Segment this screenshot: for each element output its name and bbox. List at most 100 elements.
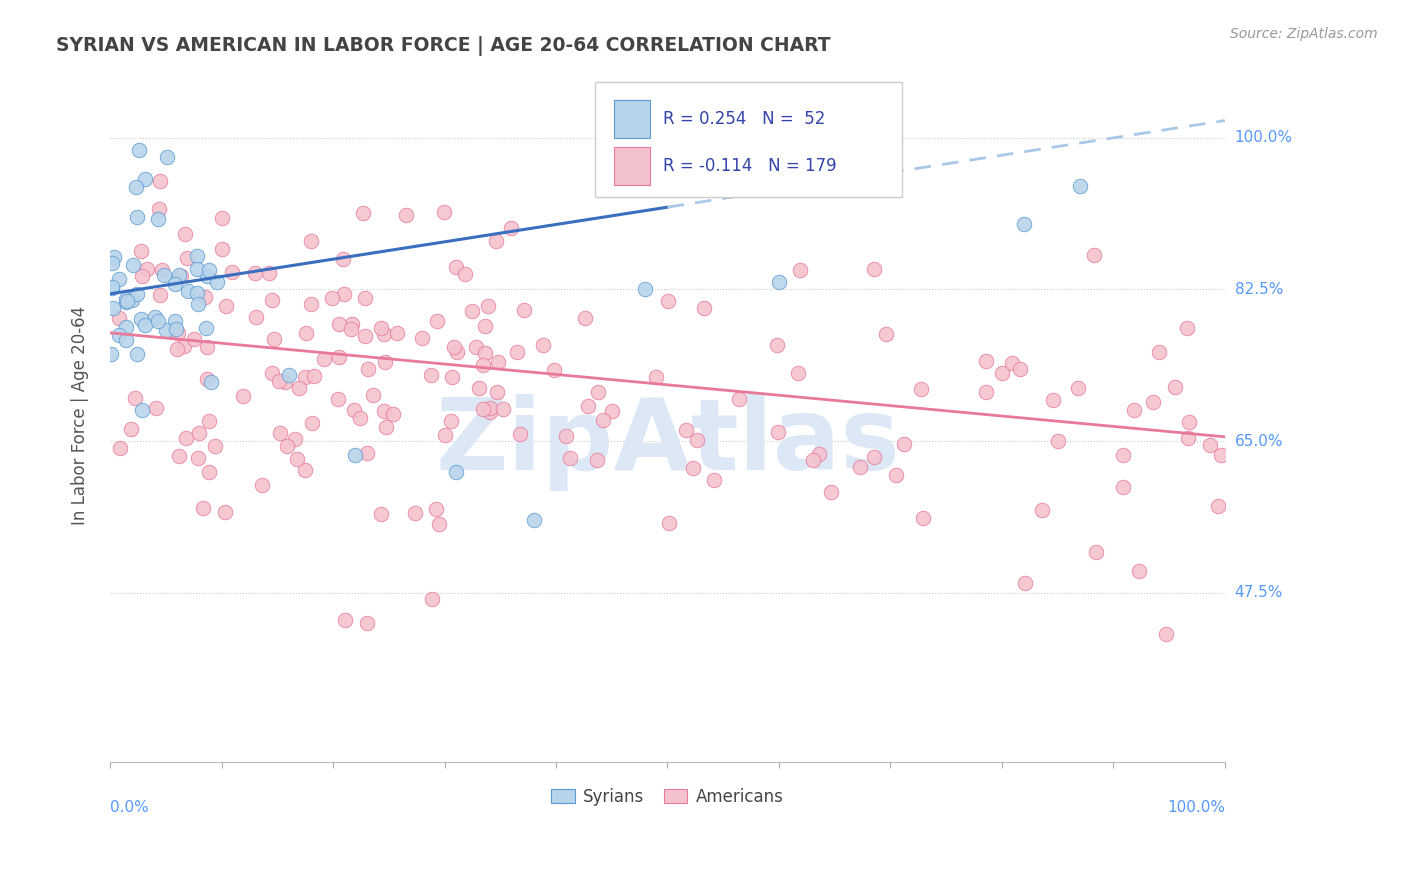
Point [294, 463, 316, 477]
Point [478, 405, 501, 419]
Point [145, 401, 167, 415]
Point [214, 505, 236, 519]
Point [288, 381, 311, 395]
Point [205, 276, 228, 290]
Point [884, 467, 907, 482]
Point [1046, 434, 1069, 449]
Point [129, 312, 152, 326]
Point [1069, 179, 1091, 194]
Point [101, 301, 124, 316]
Point [472, 401, 495, 416]
Point [1147, 345, 1170, 359]
Point [349, 410, 371, 425]
Point [509, 426, 531, 441]
Point [121, 293, 143, 308]
Point [427, 516, 450, 531]
Point [506, 345, 529, 359]
Point [523, 513, 546, 527]
Point [387, 326, 409, 341]
Point [404, 506, 426, 520]
Point [321, 291, 343, 305]
Point [267, 375, 290, 389]
Point [211, 243, 233, 257]
Point [166, 343, 188, 357]
Point [434, 428, 457, 442]
Point [301, 416, 323, 430]
Point [585, 453, 607, 467]
Point [174, 227, 197, 241]
Point [108, 441, 131, 455]
Point [257, 266, 280, 280]
Point [128, 144, 150, 158]
Text: ZipAtlas: ZipAtlas [434, 394, 900, 491]
Point [143, 310, 166, 324]
Point [820, 484, 842, 499]
Point [278, 368, 301, 383]
Point [343, 403, 366, 417]
Point [163, 277, 186, 291]
Point [485, 234, 508, 248]
Point [370, 321, 392, 335]
Point [912, 510, 935, 524]
Point [1083, 248, 1105, 262]
Point [1199, 438, 1222, 452]
Point [187, 425, 209, 440]
Point [262, 293, 284, 307]
Point [333, 286, 356, 301]
Point [474, 318, 496, 333]
Point [1206, 499, 1229, 513]
Point [148, 314, 170, 328]
Point [269, 425, 291, 440]
Point [353, 292, 375, 306]
FancyBboxPatch shape [595, 82, 901, 197]
Point [682, 461, 704, 475]
Point [555, 429, 578, 443]
Point [198, 466, 221, 480]
Point [1122, 403, 1144, 417]
Point [115, 333, 138, 347]
Point [100, 347, 122, 361]
Text: 47.5%: 47.5% [1234, 585, 1282, 600]
Point [373, 404, 395, 418]
Point [252, 478, 274, 492]
Text: R = -0.114   N = 179: R = -0.114 N = 179 [664, 157, 837, 175]
Point [155, 323, 177, 337]
Point [1067, 381, 1090, 395]
Text: 82.5%: 82.5% [1234, 282, 1282, 297]
Point [574, 310, 596, 325]
Point [356, 446, 378, 460]
Point [211, 211, 233, 226]
Point [486, 385, 509, 400]
Point [198, 415, 221, 429]
Point [492, 402, 515, 417]
Point [1085, 545, 1108, 559]
Point [443, 340, 465, 354]
Point [1031, 503, 1053, 517]
Text: 65.0%: 65.0% [1234, 434, 1284, 449]
Point [444, 260, 467, 274]
Point [187, 450, 209, 465]
Point [373, 327, 395, 342]
Point [499, 221, 522, 235]
Point [263, 332, 285, 346]
Point [357, 362, 380, 376]
Point [910, 382, 932, 396]
Point [295, 326, 318, 341]
Point [789, 262, 811, 277]
Point [1164, 380, 1187, 394]
Point [200, 375, 222, 389]
Point [586, 384, 609, 399]
Point [657, 293, 679, 308]
Point [1211, 448, 1233, 462]
Point [152, 268, 174, 282]
Point [245, 310, 267, 324]
Point [187, 297, 209, 311]
Point [420, 592, 443, 607]
Point [686, 433, 709, 447]
Point [425, 501, 447, 516]
Point [634, 283, 657, 297]
Point [1175, 320, 1198, 334]
Point [354, 329, 377, 343]
Point [167, 449, 190, 463]
Bar [614, 146, 650, 185]
